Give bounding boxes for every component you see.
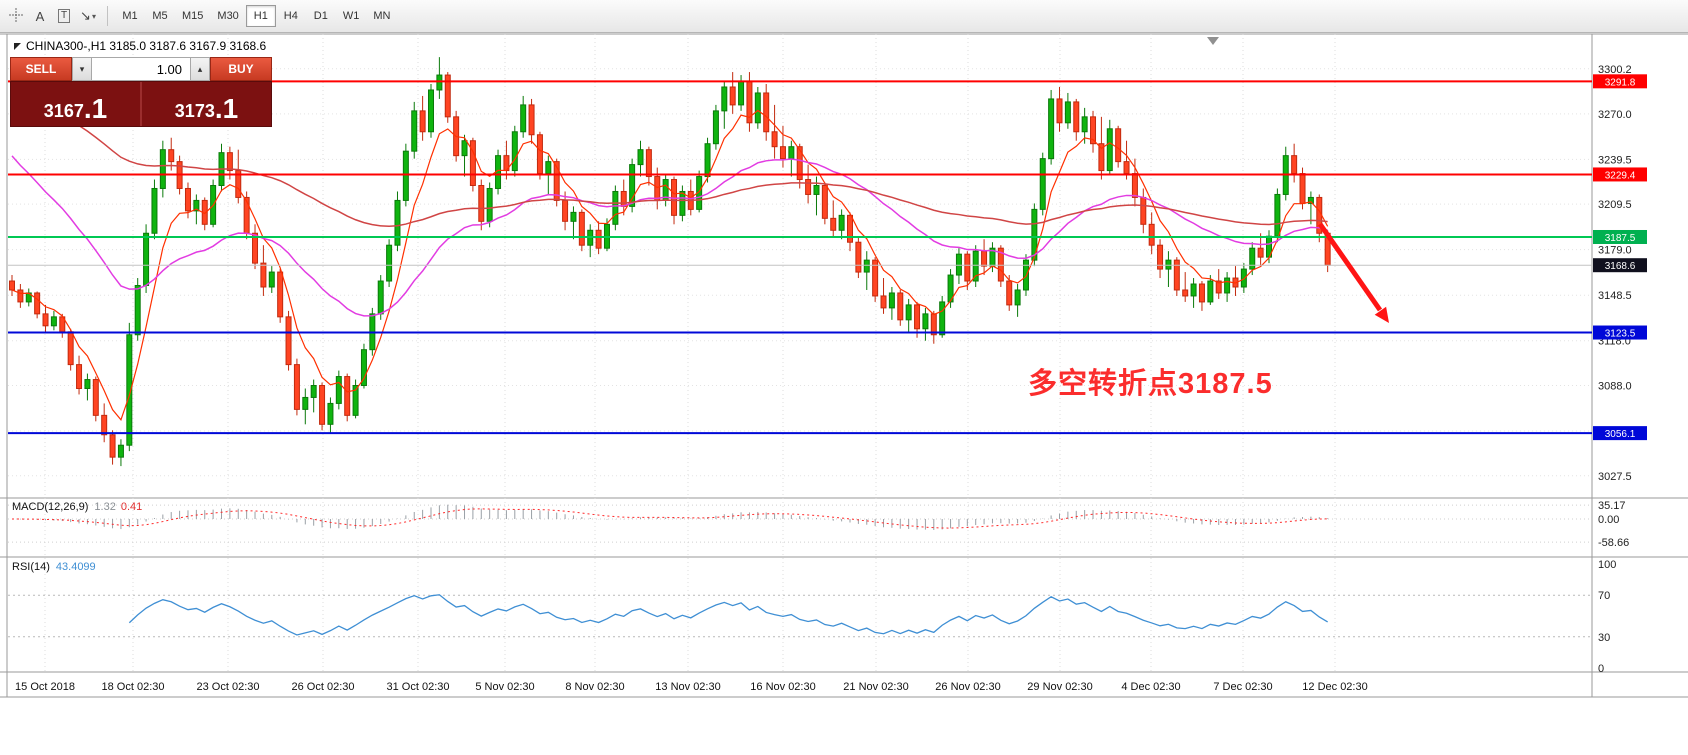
svg-text:3300.2: 3300.2 (1598, 64, 1632, 76)
timeframe-button-w1[interactable]: W1 (336, 5, 367, 27)
svg-text:21 Nov 02:30: 21 Nov 02:30 (843, 681, 908, 693)
annotation-text: 多空转折点3187.5 (1028, 368, 1273, 400)
chart-title-ohlc: CHINA300-,H1 3185.0 3187.6 3167.9 3168.6 (26, 39, 267, 53)
svg-text:3229.4: 3229.4 (1605, 170, 1636, 181)
svg-text:3027.5: 3027.5 (1598, 471, 1632, 483)
timeframe-button-m5[interactable]: M5 (145, 5, 175, 27)
letter-a-icon: A (35, 8, 45, 24)
volume-input[interactable] (92, 57, 190, 81)
svg-text:26 Oct 02:30: 26 Oct 02:30 (292, 681, 355, 693)
text-label-tool-button[interactable]: A (28, 5, 52, 27)
rsi-indicator-label: RSI(14) 43.4099 (12, 561, 96, 573)
volume-up-button[interactable]: ▴ (190, 57, 210, 81)
svg-text:12 Dec 02:30: 12 Dec 02:30 (1302, 681, 1367, 693)
macd-indicator-label: MACD(12,26,9) 1.32 0.41 (12, 501, 143, 513)
buy-price[interactable]: 3173.1 (174, 93, 239, 124)
svg-text:29 Nov 02:30: 29 Nov 02:30 (1027, 681, 1092, 693)
svg-text:3239.5: 3239.5 (1598, 154, 1632, 166)
price-axis: 3300.23270.03239.53209.53179.03148.53118… (1598, 64, 1632, 483)
timeframe-button-m1[interactable]: M1 (115, 5, 145, 27)
shapes-tool-button[interactable]: ↘ ▾ (76, 5, 100, 27)
svg-text:-58.66: -58.66 (1598, 537, 1629, 549)
chart-frame (0, 33, 1688, 698)
arrow-shape-icon: ↘ (80, 8, 91, 23)
sell-button[interactable]: SELL (10, 57, 72, 81)
svg-text:13 Nov 02:30: 13 Nov 02:30 (655, 681, 720, 693)
svg-text:3291.8: 3291.8 (1605, 77, 1636, 88)
top-toolbar: A T ↘ ▾ M1 M5 M15 M30 H1 H4 D1 W1 MN (0, 0, 1688, 33)
svg-text:31 Oct 02:30: 31 Oct 02:30 (387, 681, 450, 693)
svg-text:3209.5: 3209.5 (1598, 199, 1632, 211)
svg-text:30: 30 (1598, 632, 1610, 644)
timeframe-button-mn[interactable]: MN (366, 5, 397, 27)
moving-averages (11, 84, 1329, 422)
time-axis: 15 Oct 2018 18 Oct 02:30 23 Oct 02:30 26 Oc… (15, 681, 1368, 693)
svg-text:70: 70 (1598, 590, 1610, 602)
svg-text:3187.5: 3187.5 (1605, 233, 1636, 244)
svg-text:35.17: 35.17 (1598, 500, 1626, 512)
macd-panel: 35.17 0.00 -58.66 (8, 500, 1629, 549)
rsi-panel: 100 70 30 0 (8, 559, 1616, 675)
svg-text:3148.5: 3148.5 (1598, 290, 1632, 302)
toolbar-separator (107, 6, 108, 26)
chevron-down-icon: ▾ (91, 11, 96, 21)
price-badges: 3291.8 3229.4 3187.5 3168.6 3123.5 3056.1 (1593, 74, 1647, 441)
timeframe-button-h1[interactable]: H1 (245, 5, 276, 27)
timeframe-button-m30[interactable]: M30 (210, 5, 245, 27)
svg-text:3056.1: 3056.1 (1605, 429, 1636, 440)
svg-text:8 Nov 02:30: 8 Nov 02:30 (565, 681, 624, 693)
svg-text:26 Nov 02:30: 26 Nov 02:30 (935, 681, 1000, 693)
chart-shift-marker-icon (1207, 37, 1219, 45)
one-click-trading-panel: SELL ▾ ▴ BUY 3167.1 3173.1 (10, 57, 272, 127)
gridlines (8, 34, 1592, 672)
crosshair-tool-button[interactable] (4, 5, 28, 27)
price-divider (140, 82, 142, 126)
timeframe-button-h4[interactable]: H4 (276, 5, 306, 27)
svg-text:3179.0: 3179.0 (1598, 245, 1632, 257)
timeframe-button-d1[interactable]: D1 (306, 5, 336, 27)
svg-text:23 Oct 02:30: 23 Oct 02:30 (197, 681, 260, 693)
letter-t-icon: T (57, 9, 71, 23)
svg-text:4 Dec 02:30: 4 Dec 02:30 (1121, 681, 1180, 693)
svg-text:0: 0 (1598, 663, 1604, 675)
svg-text:3168.6: 3168.6 (1605, 261, 1636, 272)
chart-header: CHINA300-,H1 3185.0 3187.6 3167.9 3168.6 (14, 39, 266, 53)
svg-text:5 Nov 02:30: 5 Nov 02:30 (475, 681, 534, 693)
svg-text:3123.5: 3123.5 (1605, 329, 1636, 340)
chart-symbol-icon (14, 42, 21, 50)
timeframe-toolbar: M1 M5 M15 M30 H1 H4 D1 W1 MN (115, 5, 397, 27)
buy-button[interactable]: BUY (210, 57, 272, 81)
horizontal-lines (8, 80, 1592, 435)
svg-text:100: 100 (1598, 559, 1616, 571)
svg-text:18 Oct 02:30: 18 Oct 02:30 (102, 681, 165, 693)
trend-arrow (1317, 222, 1389, 323)
svg-text:15 Oct 2018: 15 Oct 2018 (15, 681, 75, 693)
text-box-tool-button[interactable]: T (52, 5, 76, 27)
sell-price[interactable]: 3167.1 (43, 93, 108, 124)
svg-text:3088.0: 3088.0 (1598, 381, 1632, 393)
svg-text:0.00: 0.00 (1598, 514, 1619, 526)
svg-text:16 Nov 02:30: 16 Nov 02:30 (750, 681, 815, 693)
svg-text:7 Dec 02:30: 7 Dec 02:30 (1213, 681, 1272, 693)
svg-text:3270.0: 3270.0 (1598, 109, 1632, 121)
timeframe-button-m15[interactable]: M15 (175, 5, 210, 27)
volume-down-button[interactable]: ▾ (72, 57, 92, 81)
crosshair-icon (9, 7, 23, 25)
